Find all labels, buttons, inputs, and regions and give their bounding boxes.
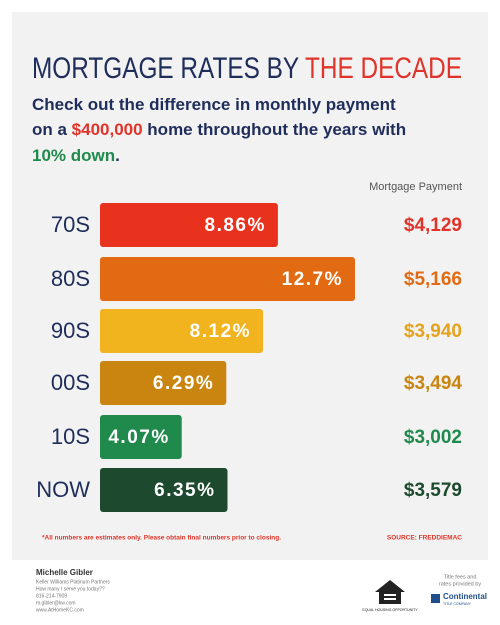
bar: [100, 257, 355, 301]
value-label: 12.7%: [282, 269, 343, 290]
subtitle-part: 10% down: [32, 146, 115, 165]
payment-label: $3,002: [404, 427, 462, 448]
housing-icon-bar: [384, 594, 396, 596]
value-label: 6.29%: [153, 373, 214, 394]
note: *All numbers are estimates only. Please …: [42, 535, 281, 542]
chart-title: MORTGAGE RATES BY THE DECADE: [32, 52, 462, 85]
payment-label: $5,166: [404, 269, 462, 290]
title-part: THE DECADE: [305, 52, 462, 85]
company-logo: [431, 594, 440, 603]
payment-label: $3,494: [404, 373, 463, 394]
footer: Michelle Gibler Keller Williams Platinum…: [36, 568, 487, 613]
housing-text: EQUAL HOUSING OPPORTUNITY: [362, 608, 418, 612]
bar: [100, 415, 182, 459]
subtitle-part: on a: [32, 120, 72, 139]
value-label: 8.12%: [190, 321, 251, 342]
housing-icon-bar: [384, 598, 396, 600]
agent-name: Michelle Gibler: [36, 568, 93, 577]
payment-header: Mortgage Payment: [369, 181, 462, 193]
provided-line: Title fees and: [444, 574, 477, 580]
title-part: MORTGAGE RATES BY: [32, 52, 305, 85]
category-label: 90S: [51, 318, 90, 343]
company-name: Continental: [443, 592, 487, 601]
payment-label: $3,579: [404, 480, 462, 501]
bar: [100, 309, 264, 353]
subtitle-line: on a $400,000 home throughout the years …: [32, 120, 406, 139]
value-label: 6.35%: [154, 480, 215, 501]
subtitle-line: Check out the difference in monthly paym…: [32, 95, 396, 114]
bar: [100, 468, 228, 512]
subtitle-part: home throughout the years with: [143, 120, 407, 139]
source: SOURCE: FREDDIEMAC: [387, 535, 462, 542]
housing-icon: [375, 580, 405, 604]
payment-label: $4,129: [404, 215, 462, 236]
agent-line: Keller Williams Platinum Partners: [36, 579, 110, 585]
agent-line: www.AtHomeKC.com: [36, 607, 84, 613]
category-label: 80S: [51, 266, 90, 291]
value-label: 4.07%: [108, 427, 169, 448]
category-label: 00S: [51, 370, 90, 395]
company-sub: TITLE COMPANY: [443, 602, 472, 606]
subtitle-part: $400,000: [72, 120, 143, 139]
subtitle-line: 10% down.: [32, 146, 120, 165]
bar: [100, 203, 278, 247]
category-label: NOW: [36, 477, 90, 502]
value-label: 8.86%: [205, 215, 266, 236]
category-label: 70S: [51, 212, 90, 237]
payment-label: $3,940: [404, 321, 462, 342]
subtitle-part: .: [115, 146, 120, 165]
agent-line: m.gibler@kw.com: [36, 600, 76, 606]
agent-line: How many I serve you today??: [36, 586, 105, 592]
bar: [100, 361, 227, 405]
category-label: 10S: [51, 424, 90, 449]
provided-line: rates provided by: [439, 581, 481, 587]
agent-line: 816-214-7909: [36, 593, 67, 599]
subtitle-part: Check out the difference in monthly paym…: [32, 95, 396, 114]
